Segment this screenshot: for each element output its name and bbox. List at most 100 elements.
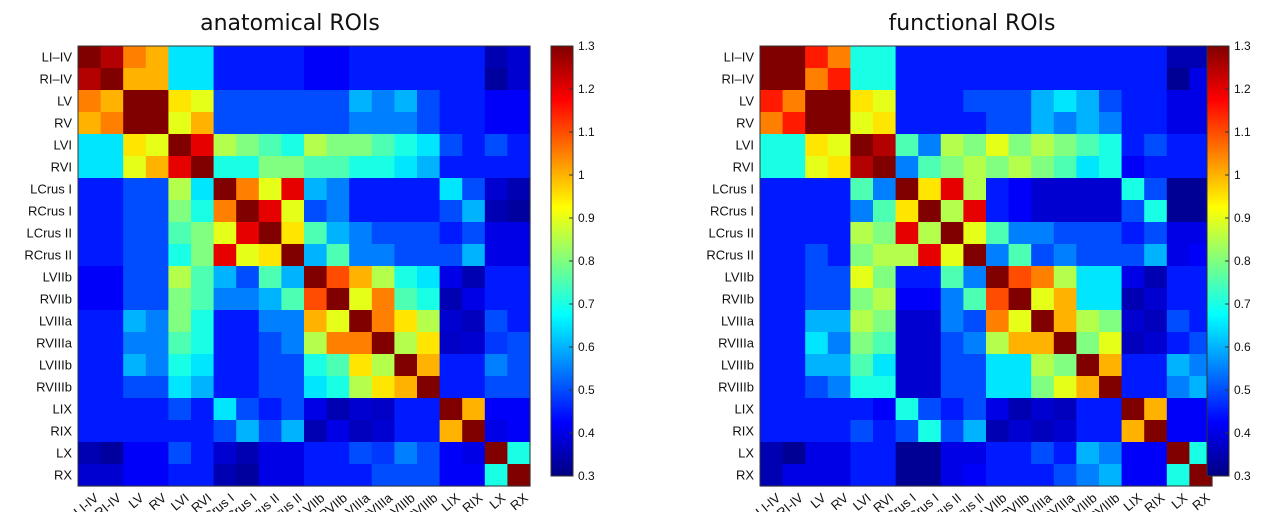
- heatmap-cell: [1144, 200, 1168, 223]
- heatmap-cell: [1076, 112, 1100, 135]
- heatmap-cell: [760, 442, 784, 465]
- heatmap-cell: [100, 376, 124, 399]
- heatmap-cell: [191, 200, 215, 223]
- heatmap-cell: [1076, 244, 1100, 267]
- heatmap-cell: [168, 354, 192, 377]
- heatmap-cell: [1031, 178, 1055, 201]
- heatmap-cell: [191, 332, 215, 355]
- heatmap-cell: [507, 46, 531, 69]
- heatmap-cell: [462, 376, 486, 399]
- heatmap-cell: [213, 90, 237, 113]
- heatmap-cell: [236, 112, 260, 135]
- heatmap-cell: [850, 266, 874, 289]
- heatmap-cell: [986, 244, 1010, 267]
- heatmap-cell: [1121, 354, 1145, 377]
- heatmap-cell: [1099, 46, 1123, 69]
- heatmap-cell: [850, 46, 874, 69]
- heatmap-cell: [940, 46, 964, 69]
- heatmap-cell: [191, 310, 215, 333]
- heatmap-cell: [1008, 200, 1032, 223]
- heatmap-cell: [1031, 266, 1055, 289]
- heatmap-cell: [850, 200, 874, 223]
- heatmap-cell: [191, 222, 215, 245]
- heatmap-cell: [236, 244, 260, 267]
- heatmap-cell: [918, 90, 942, 113]
- heatmap-cell: [371, 112, 395, 135]
- heatmap-cell: [1121, 244, 1145, 267]
- heatmap-cell: [123, 398, 147, 421]
- heatmap-cell: [123, 46, 147, 69]
- heatmap-cell: [850, 420, 874, 443]
- heatmap-cell: [100, 288, 124, 311]
- heatmap-cell: [281, 222, 305, 245]
- heatmap-cell: [145, 376, 169, 399]
- heatmap-cell: [918, 244, 942, 267]
- heatmap-cell: [782, 288, 806, 311]
- heatmap-cell: [873, 464, 897, 487]
- row-tick-label: RVIIb: [40, 292, 72, 307]
- heatmap-cell: [236, 200, 260, 223]
- heatmap-cell: [918, 464, 942, 487]
- colorbar-tick-label: 1: [578, 168, 585, 182]
- heatmap-cell: [123, 310, 147, 333]
- heatmap-cell: [1053, 244, 1077, 267]
- heatmap-cell: [1008, 288, 1032, 311]
- heatmap-cell: [168, 222, 192, 245]
- heatmap-cell: [78, 46, 102, 69]
- row-tick-label: LVI: [735, 138, 754, 153]
- heatmap-cell: [1099, 178, 1123, 201]
- heatmap-cell: [986, 156, 1010, 179]
- heatmap-cell: [895, 222, 919, 245]
- row-tick-label: RCrus I: [28, 204, 72, 219]
- heatmap-cell: [304, 398, 328, 421]
- heatmap-cell: [304, 266, 328, 289]
- heatmap-cell: [1053, 68, 1077, 91]
- chart-title: anatomical ROIs: [200, 11, 380, 36]
- heatmap-cell: [1099, 464, 1123, 487]
- heatmap-cell: [281, 156, 305, 179]
- heatmap-cell: [1099, 68, 1123, 91]
- heatmap-cell: [895, 464, 919, 487]
- heatmap-cell: [281, 310, 305, 333]
- heatmap-cell: [507, 288, 531, 311]
- heatmap-cell: [1008, 156, 1032, 179]
- heatmap-cell: [940, 156, 964, 179]
- heatmap-cell: [123, 200, 147, 223]
- heatmap-cell: [145, 134, 169, 157]
- heatmap-cell: [394, 244, 418, 267]
- heatmap-cell: [213, 112, 237, 135]
- heatmap-cell: [1053, 376, 1077, 399]
- heatmap-cell: [213, 134, 237, 157]
- heatmap-cell: [78, 112, 102, 135]
- heatmap-cell: [349, 420, 373, 443]
- heatmap-cell: [417, 288, 441, 311]
- heatmap-cell: [304, 376, 328, 399]
- heatmap-cell: [168, 420, 192, 443]
- heatmap-cell: [213, 178, 237, 201]
- heatmap-cell: [417, 46, 441, 69]
- heatmap-cell: [484, 46, 508, 69]
- heatmap-cell: [394, 310, 418, 333]
- heatmap-cell: [349, 90, 373, 113]
- heatmap-cell: [873, 200, 897, 223]
- heatmap-cell: [371, 398, 395, 421]
- heatmap-cell: [986, 266, 1010, 289]
- row-tick-label: LI–IV: [42, 50, 73, 65]
- heatmap-cell: [1121, 156, 1145, 179]
- heatmap-cell: [1099, 112, 1123, 135]
- heatmap-cell: [963, 178, 987, 201]
- heatmap-cell: [462, 420, 486, 443]
- heatmap-cell: [1166, 134, 1190, 157]
- heatmap-cell: [507, 310, 531, 333]
- heatmap-cell: [123, 354, 147, 377]
- heatmap-cell: [439, 134, 463, 157]
- heatmap-cell: [940, 200, 964, 223]
- heatmap-cell: [349, 442, 373, 465]
- heatmap-cell: [78, 442, 102, 465]
- heatmap-cell: [963, 288, 987, 311]
- heatmap-cell: [394, 288, 418, 311]
- heatmap-cell: [1099, 90, 1123, 113]
- heatmap-cell: [782, 266, 806, 289]
- heatmap-cell: [123, 134, 147, 157]
